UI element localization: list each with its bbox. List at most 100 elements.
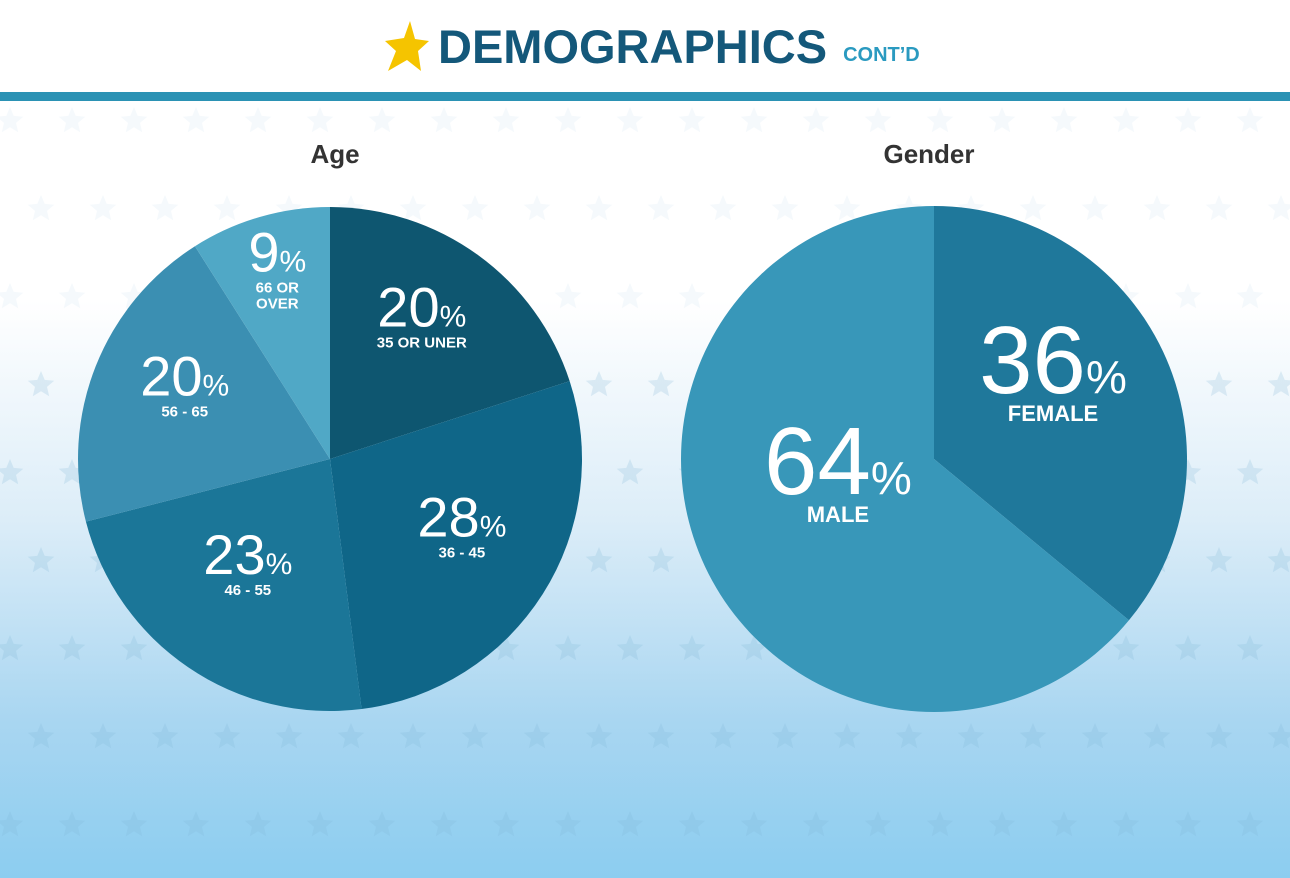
background-star [833, 723, 861, 749]
background-star [554, 811, 582, 837]
age-chart-title: Age [310, 139, 360, 169]
background-star [1081, 195, 1109, 221]
background-star [1267, 547, 1290, 573]
background-star [957, 723, 985, 749]
background-star [120, 635, 148, 661]
age-slice-3-label: 56 - 65 [161, 404, 208, 421]
background-star [1267, 195, 1290, 221]
background-star [1236, 107, 1264, 133]
background-star [616, 283, 644, 309]
background-star [461, 195, 489, 221]
background-star [27, 547, 55, 573]
background-star [616, 811, 644, 837]
gender-slice-1-label: MALE [807, 502, 869, 527]
age-slice-2-value: 23% [203, 523, 292, 586]
background-star [833, 195, 861, 221]
background-star [1205, 195, 1233, 221]
background-star [895, 723, 923, 749]
gender-chart-title: Gender [883, 139, 975, 169]
background-star [368, 811, 396, 837]
background-star [1050, 811, 1078, 837]
background-star [926, 107, 954, 133]
background-star [616, 459, 644, 485]
background-star [337, 723, 365, 749]
background-star [678, 811, 706, 837]
gender-slice-0-label: FEMALE [1008, 401, 1098, 426]
background-star [0, 107, 24, 133]
background-star [988, 107, 1016, 133]
gender-slice-0-value: 36% [979, 307, 1127, 414]
background-star [740, 811, 768, 837]
background-star [120, 811, 148, 837]
background-star [430, 107, 458, 133]
gender-slice-1 [681, 206, 1129, 712]
background-star [864, 107, 892, 133]
age-slice-3 [78, 246, 330, 522]
background-star [213, 723, 241, 749]
background-star [1050, 107, 1078, 133]
background-star [554, 107, 582, 133]
background-star [213, 195, 241, 221]
background-star [926, 811, 954, 837]
background-star [120, 107, 148, 133]
age-slice-4 [194, 207, 330, 459]
background-star [1267, 723, 1290, 749]
title-group: DEMOGRAPHICS CONT’D [384, 18, 920, 74]
page-subtitle: CONT’D [843, 43, 920, 66]
background-star [1112, 811, 1140, 837]
gender-slice-0 [934, 206, 1188, 621]
header-divider [0, 92, 1290, 101]
background-star [492, 107, 520, 133]
background-star [399, 195, 427, 221]
background-star [1174, 283, 1202, 309]
background-star [678, 107, 706, 133]
background-star [244, 107, 272, 133]
background-star [306, 811, 334, 837]
background-star [771, 195, 799, 221]
gender-slice-1-value: 64% [764, 408, 912, 515]
background-star [554, 283, 582, 309]
background-star [771, 723, 799, 749]
background-star [27, 195, 55, 221]
age-slice-0-label: 35 OR UNER [377, 335, 467, 352]
background-star [1112, 107, 1140, 133]
background-star [585, 195, 613, 221]
background-star [616, 107, 644, 133]
background-star [0, 635, 24, 661]
background-star [1143, 723, 1171, 749]
background-star [182, 811, 210, 837]
background-star [585, 547, 613, 573]
background-star [523, 195, 551, 221]
background-star [0, 283, 24, 309]
age-slice-3-value: 20% [140, 345, 229, 408]
background-star [58, 635, 86, 661]
background-star [1081, 723, 1109, 749]
background-star [492, 635, 520, 661]
background-star [1112, 635, 1140, 661]
background-star [1236, 283, 1264, 309]
background-star [58, 459, 86, 485]
background-star [151, 723, 179, 749]
star-icon [385, 21, 429, 71]
background-star [27, 371, 55, 397]
background-star [802, 107, 830, 133]
background-star [1236, 459, 1264, 485]
background-star [585, 723, 613, 749]
background-star [585, 371, 613, 397]
background-star [182, 107, 210, 133]
age-slice-2-label: 46 - 55 [224, 582, 271, 599]
background-star [58, 811, 86, 837]
age-slice-1-value: 28% [417, 486, 506, 549]
background-star [0, 811, 24, 837]
background-star [678, 635, 706, 661]
background-star [864, 811, 892, 837]
background-star [647, 195, 675, 221]
background-star [0, 459, 24, 485]
background-star [709, 723, 737, 749]
background-star [740, 635, 768, 661]
page-title: DEMOGRAPHICS [438, 19, 828, 73]
background-star [306, 107, 334, 133]
background-star [89, 195, 117, 221]
background-star [1174, 635, 1202, 661]
